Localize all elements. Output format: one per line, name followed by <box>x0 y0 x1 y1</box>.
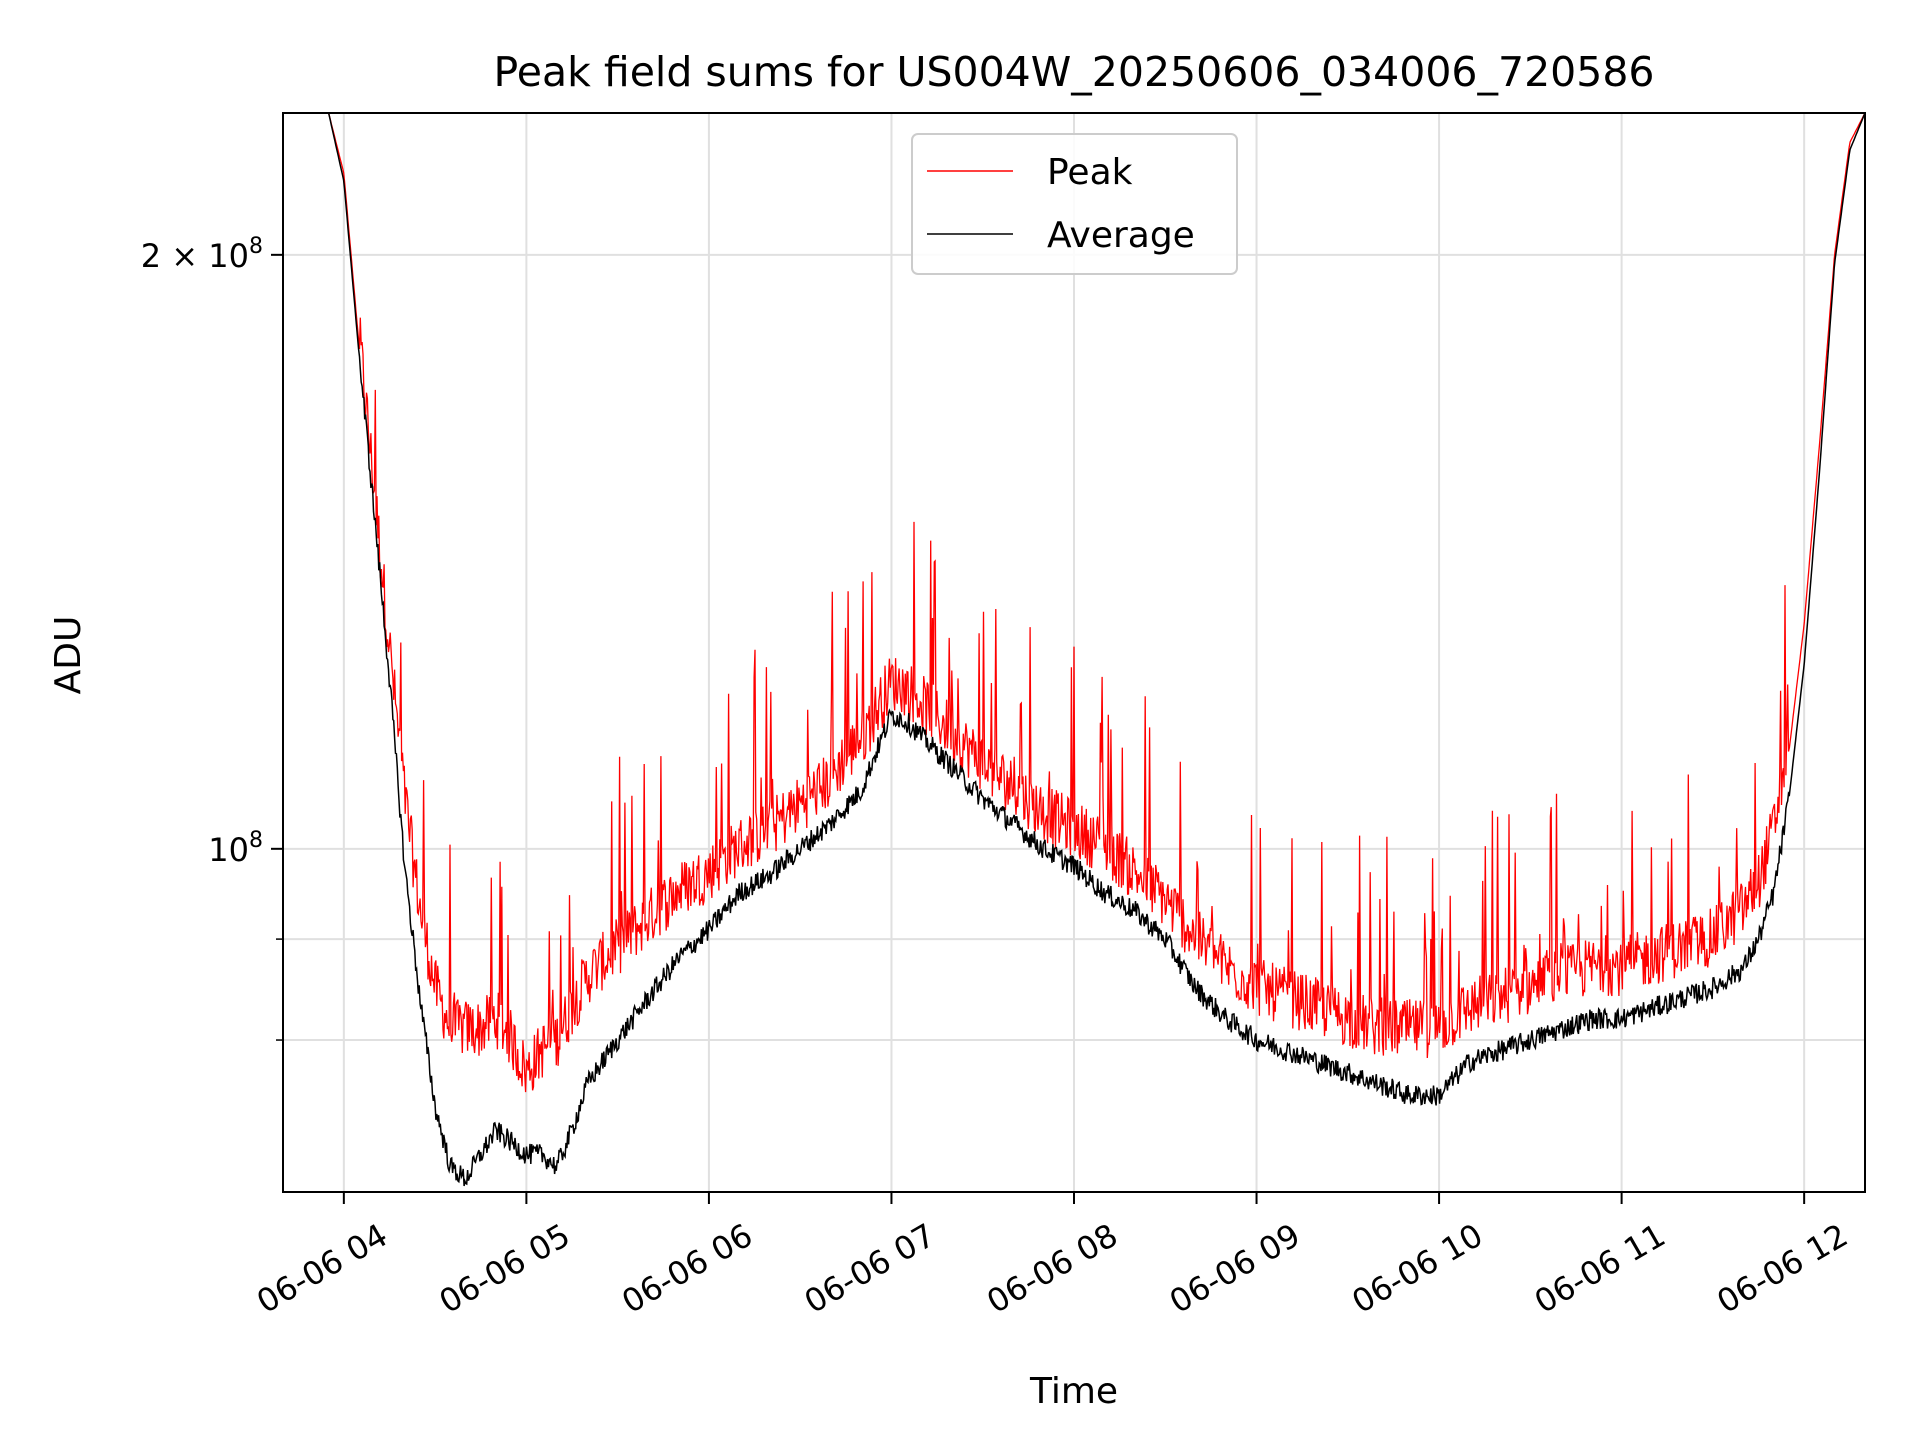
series-line-peak <box>283 113 1865 1093</box>
legend: Peak Average <box>911 133 1238 275</box>
series-line-average <box>283 113 1865 1187</box>
y-tick-label: 108 <box>208 828 263 869</box>
legend-box <box>911 133 1238 275</box>
x-axis-label: Time <box>1029 1371 1118 1412</box>
y-tick-label: 2 × 108 <box>141 234 263 275</box>
y-axis-label: ADU <box>48 616 89 695</box>
chart-title: Peak field sums for US004W_20250606_0340… <box>493 48 1654 96</box>
plot-area <box>283 113 1865 1187</box>
legend-label-peak: Peak <box>1047 152 1133 193</box>
y-axis: 2 × 108 108 <box>141 234 283 1041</box>
legend-label-average: Average <box>1047 215 1195 256</box>
